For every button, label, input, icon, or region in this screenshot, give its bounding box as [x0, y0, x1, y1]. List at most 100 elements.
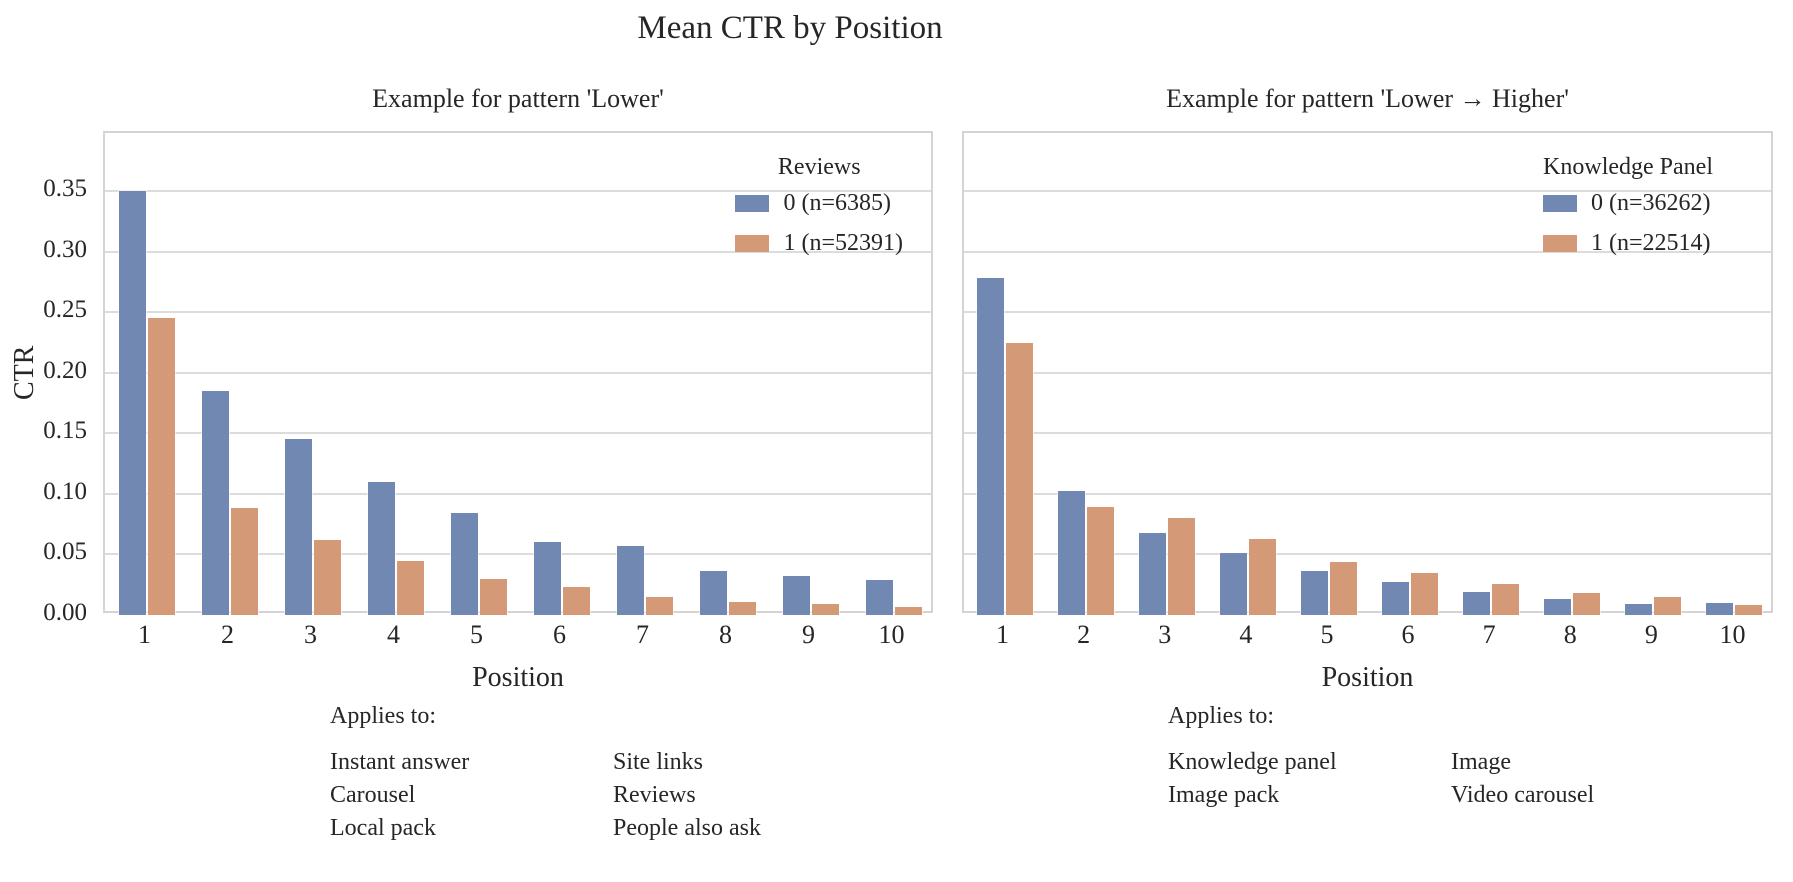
- bar-position-1-series-1: [147, 318, 175, 615]
- bar-position-5-series-0: [450, 513, 478, 615]
- x-tick-label: 7: [1482, 620, 1496, 649]
- bar-position-8-series-0: [699, 571, 727, 615]
- bar-position-10-series-1: [894, 606, 922, 615]
- y-tick-label: 0.30: [43, 235, 87, 263]
- y-tick-labels: [876, 131, 954, 613]
- x-tick-label: 3: [1158, 620, 1172, 649]
- gridline: [964, 432, 1771, 435]
- legend-title: Reviews: [777, 154, 861, 180]
- x-tick-label: 9: [1644, 620, 1658, 649]
- legend-item: 1 (n=22514): [1543, 223, 1713, 263]
- legend-swatch-icon: [1543, 194, 1578, 212]
- bar-position-6-series-1: [1411, 572, 1439, 615]
- bar-position-9-series-1: [1654, 596, 1682, 615]
- annotation: Applies to: Knowledge panel Image pack Ima…: [1168, 703, 1734, 812]
- legend-item-label: 1 (n=52391): [783, 229, 903, 256]
- chart-panel-left: Example for pattern 'Lower' Reviews 0 (n…: [43, 0, 933, 882]
- annotation: Applies to: Instant answer Carousel Local …: [330, 703, 896, 845]
- annotation-columns: Knowledge panel Image pack Image Video caro…: [1168, 746, 1734, 812]
- gridline: [964, 311, 1771, 314]
- gridline: [105, 371, 931, 374]
- bar-position-2-series-1: [1086, 507, 1114, 615]
- bar-position-4-series-1: [396, 560, 424, 615]
- bar-position-4-series-0: [367, 481, 395, 615]
- annotation-item: Carousel: [330, 782, 416, 808]
- legend-item-label: 0 (n=6385): [783, 189, 891, 216]
- x-tick-labels: 1 2 3 4 5 6 7 8 9 10: [962, 613, 1773, 655]
- annotation-item: Local pack: [330, 815, 436, 841]
- x-tick-label: 6: [1401, 620, 1415, 649]
- gridline: [105, 432, 931, 435]
- legend-item: 0 (n=36262): [1543, 183, 1713, 223]
- annotation-column: Knowledge panel Image pack: [1168, 746, 1451, 812]
- bar-position-7-series-0: [616, 545, 644, 615]
- x-tick-label: 1: [138, 620, 151, 649]
- bars: [105, 133, 931, 615]
- gridline: [105, 250, 931, 253]
- annotation-item: Site links: [613, 749, 704, 775]
- plot-area: Knowledge Panel 0 (n=36262) 1 (n=22514): [962, 131, 1773, 615]
- x-tick-label: 10: [878, 620, 905, 649]
- bar-position-9-series-1: [811, 604, 839, 615]
- y-tick-label: 0.35: [43, 175, 87, 203]
- legend-items: 0 (n=36262) 1 (n=22514): [1543, 183, 1713, 263]
- x-axis-label: Position: [472, 662, 564, 693]
- bar-position-8-series-1: [728, 601, 756, 615]
- bar-position-3-series-1: [313, 539, 341, 615]
- gridline: [105, 553, 931, 556]
- bar-position-4-series-1: [1248, 538, 1276, 615]
- legend-item: 0 (n=6385): [735, 183, 903, 223]
- bar-position-8-series-1: [1573, 593, 1601, 615]
- bar-position-1-series-1: [1005, 342, 1033, 615]
- x-tick-label: 10: [1719, 620, 1746, 649]
- gridline: [964, 250, 1771, 253]
- legend-items: 0 (n=6385) 1 (n=52391): [735, 183, 903, 263]
- bar-position-6-series-1: [562, 587, 590, 615]
- annotation-header: Applies to:: [330, 703, 436, 729]
- x-tick-labels: 1 2 3 4 5 6 7 8 9 10: [103, 613, 933, 655]
- bar-position-1-series-0: [118, 191, 146, 615]
- gridline: [964, 190, 1771, 193]
- y-tick-labels: 0.00 0.05 0.10 0.15 0.20 0.25 0.30 0.35: [17, 131, 95, 626]
- annotation-header: Applies to:: [1168, 703, 1274, 729]
- bar-position-9-series-0: [782, 576, 810, 615]
- gridline: [964, 492, 1771, 495]
- legend-swatch-icon: [735, 234, 770, 252]
- y-tick-label: 0.20: [43, 356, 87, 384]
- plot-area: Reviews 0 (n=6385) 1 (n=52391): [103, 131, 933, 615]
- bar-position-2-series-0: [201, 390, 229, 615]
- legend-swatch-icon: [735, 194, 770, 212]
- figure-title: Mean CTR by Position: [637, 10, 943, 46]
- y-tick-label: 0.10: [43, 477, 87, 505]
- bar-position-6-series-0: [1382, 582, 1410, 615]
- x-tick-label: 8: [1563, 620, 1577, 649]
- bar-position-10-series-0: [865, 579, 893, 615]
- y-tick-label: 0.05: [43, 538, 87, 566]
- annotation-item: Instant answer: [330, 749, 470, 775]
- x-tick-label: 5: [1320, 620, 1334, 649]
- y-tick-label: 0.15: [43, 417, 87, 445]
- bar-position-3-series-0: [1138, 532, 1166, 615]
- y-tick-label: 0.00: [43, 599, 87, 626]
- legend-item: 1 (n=52391): [735, 223, 903, 263]
- annotation-column: Instant answer Carousel Local pack: [330, 746, 613, 845]
- bar-position-10-series-1: [1735, 605, 1763, 615]
- bar-position-1-series-0: [976, 278, 1004, 615]
- bar-position-5-series-0: [1300, 571, 1328, 615]
- bar-position-10-series-0: [1706, 602, 1734, 615]
- bar-position-5-series-1: [1329, 561, 1357, 615]
- annotation-column: Image Video carousel: [1451, 746, 1734, 812]
- bar-position-3-series-1: [1167, 518, 1195, 615]
- bar-position-7-series-1: [1492, 583, 1520, 615]
- legend: Reviews 0 (n=6385) 1 (n=52391): [735, 151, 903, 263]
- bar-position-8-series-0: [1544, 599, 1572, 615]
- bar-position-7-series-1: [645, 596, 673, 615]
- gridline: [964, 553, 1771, 556]
- bar-position-2-series-0: [1057, 491, 1085, 615]
- gridline: [964, 371, 1771, 374]
- chart-subtitle: Example for pattern 'Lower': [372, 84, 664, 113]
- annotation-item: Image: [1451, 749, 1511, 775]
- legend-swatch-icon: [1543, 234, 1578, 252]
- x-tick-label: 8: [719, 620, 732, 649]
